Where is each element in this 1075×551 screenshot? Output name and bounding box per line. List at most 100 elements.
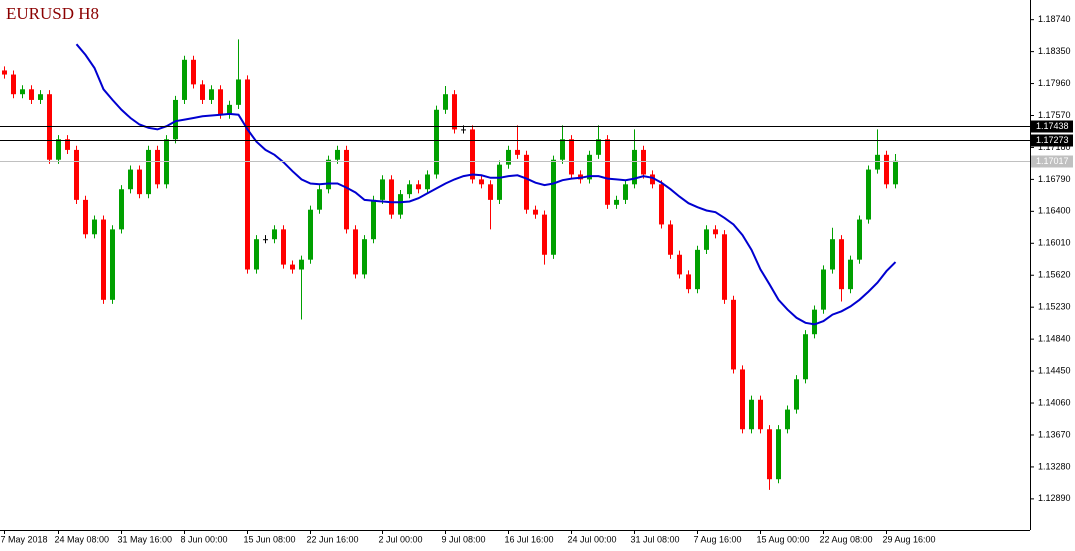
candle-body (893, 160, 898, 185)
candle-body (794, 379, 799, 410)
y-tick-label: 1.16790 (1038, 174, 1071, 184)
candle-body (101, 219, 106, 300)
y-tick-label: 1.15620 (1038, 270, 1071, 280)
y-tick-label: 1.18350 (1038, 46, 1071, 56)
current-price-box (1031, 155, 1073, 168)
level-label-box (1031, 120, 1073, 133)
level-label-box (1031, 134, 1073, 147)
x-tick-label: 31 Jul 08:00 (631, 534, 680, 544)
candle-body (281, 229, 286, 265)
candle-body (407, 184, 412, 195)
y-tick-label: 1.14450 (1038, 365, 1071, 375)
candle-body (317, 189, 322, 210)
candle-body (614, 199, 619, 205)
candle-body (749, 399, 754, 430)
candle-body (65, 139, 70, 150)
candle-body (704, 229, 709, 250)
candle-body (668, 224, 673, 255)
candle-body (128, 169, 133, 190)
candle-body (776, 429, 781, 480)
candle-body (434, 109, 439, 175)
candle-body (371, 199, 376, 240)
candle-body (812, 309, 817, 335)
level-label: 1.17438 (1036, 121, 1069, 131)
y-tick-label: 1.17570 (1038, 110, 1071, 120)
candle-body (92, 219, 97, 235)
candle-body (236, 79, 241, 105)
candle-body (533, 209, 538, 215)
candle-body (389, 179, 394, 215)
candle-body (515, 149, 520, 155)
candle-body (821, 269, 826, 310)
candle-body (29, 89, 34, 100)
x-tick-label: 31 May 16:00 (118, 534, 173, 544)
candle-body (866, 169, 871, 220)
candle-body (785, 409, 790, 430)
candle-body (182, 59, 187, 100)
plot (2, 39, 898, 490)
candle-body (38, 94, 43, 100)
candle-body (362, 239, 367, 275)
y-tick-label: 1.12890 (1038, 493, 1071, 503)
candle-body (425, 174, 430, 190)
candle-body (506, 149, 511, 165)
candle-body (254, 239, 259, 270)
candle-body (884, 154, 889, 185)
candle-body (344, 149, 349, 230)
x-tick-label: 7 Aug 16:00 (694, 534, 742, 544)
x-tick-label: 15 Jun 08:00 (244, 534, 296, 544)
y-tick-label: 1.17180 (1038, 142, 1071, 152)
candle-body (587, 154, 592, 180)
y-tick-label: 1.18740 (1038, 14, 1071, 24)
candle-body (155, 149, 160, 185)
candle-body (713, 229, 718, 235)
candle-body (758, 399, 763, 430)
y-tick-label: 1.16010 (1038, 238, 1071, 248)
chart-title: EURUSD H8 (6, 4, 99, 23)
candle-body (569, 139, 574, 175)
current-price-label: 1.17017 (1036, 156, 1069, 166)
x-tick-label: 7 May 2018 (1, 534, 48, 544)
x-tick-label: 24 May 08:00 (55, 534, 110, 544)
candle-body (803, 334, 808, 380)
candle-body (272, 229, 277, 240)
candle-body (83, 199, 88, 235)
candle-body (605, 139, 610, 205)
x-tick-label: 15 Aug 00:00 (757, 534, 810, 544)
level-label: 1.17273 (1036, 135, 1069, 145)
candle-body (875, 154, 880, 170)
candle-body (830, 239, 835, 270)
candle-body (659, 184, 664, 225)
x-tick-label: 8 Jun 00:00 (181, 534, 228, 544)
candle-body (2, 70, 7, 75)
candle-body (398, 194, 403, 215)
candle-body (695, 249, 700, 290)
candle-body (56, 139, 61, 160)
candle-body (209, 89, 214, 100)
candle-body (740, 369, 745, 430)
candle-body (119, 189, 124, 230)
x-tick-label: 22 Aug 08:00 (820, 534, 873, 544)
candle-body (353, 229, 358, 275)
candle-body (110, 229, 115, 300)
candle-body (218, 89, 223, 115)
moving-average-line (75, 43, 897, 326)
x-tick-label: 9 Jul 08:00 (442, 534, 486, 544)
x-tick-label: 24 Jul 00:00 (568, 534, 617, 544)
candle-body (479, 179, 484, 185)
y-tick-label: 1.14840 (1038, 334, 1071, 344)
y-tick-label: 1.15230 (1038, 302, 1071, 312)
candle-body (227, 104, 232, 115)
candle-body (452, 94, 457, 130)
candle-body (731, 299, 736, 370)
candle-body (551, 159, 556, 255)
x-tick-label: 2 Jul 00:00 (379, 534, 423, 544)
candle-body (263, 239, 268, 241)
candle-body (470, 129, 475, 180)
y-tick-label: 1.17960 (1038, 78, 1071, 88)
candle-body (416, 184, 421, 190)
candle-body (560, 139, 565, 160)
candle-body (524, 154, 529, 210)
x-tick-label: 29 Aug 16:00 (883, 534, 936, 544)
candle-body (650, 174, 655, 185)
